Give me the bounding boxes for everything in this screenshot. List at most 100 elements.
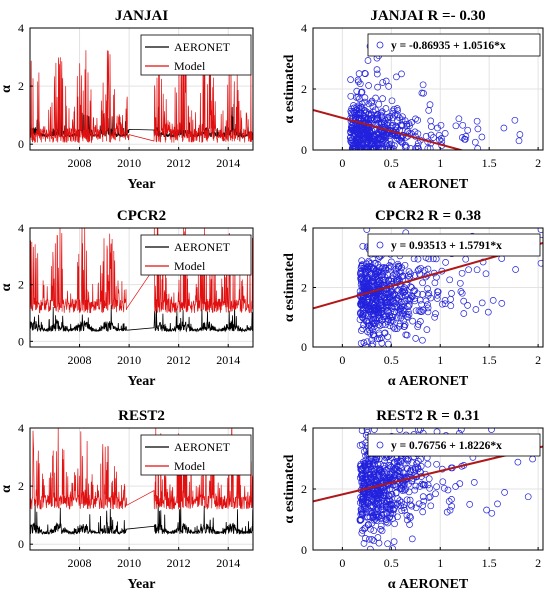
data-point xyxy=(424,292,432,299)
data-point xyxy=(407,501,414,509)
data-point xyxy=(369,274,377,281)
data-point xyxy=(457,428,465,433)
x-tick-label: 2010 xyxy=(117,353,141,367)
x-axis-label: Year xyxy=(128,177,156,192)
data-point xyxy=(397,458,405,465)
data-point xyxy=(372,94,379,102)
x-tick-label: 1 xyxy=(437,156,443,170)
data-point xyxy=(419,81,427,89)
data-point xyxy=(516,131,524,138)
series-line-model xyxy=(30,228,253,314)
data-point xyxy=(355,105,363,112)
data-point xyxy=(363,509,370,517)
data-point xyxy=(433,291,441,299)
data-point xyxy=(384,304,391,311)
data-point xyxy=(387,299,394,306)
data-point xyxy=(489,297,497,304)
data-point xyxy=(379,143,387,150)
data-point xyxy=(361,265,369,273)
data-point xyxy=(355,136,363,144)
y-axis-label: α xyxy=(0,283,14,291)
data-point xyxy=(418,89,426,97)
data-point xyxy=(381,329,388,337)
data-point xyxy=(388,258,395,266)
legend-fit-equation: y = 0.76756 + 1.8226*x xyxy=(391,440,502,452)
x-tick-label: 2014 xyxy=(216,556,240,570)
x-tick-label: 2 xyxy=(535,156,541,170)
data-point xyxy=(364,140,371,147)
x-tick-label: 2008 xyxy=(68,353,92,367)
data-point xyxy=(405,311,413,318)
x-tick-label: 2014 xyxy=(216,353,240,367)
data-point xyxy=(391,290,398,298)
data-point xyxy=(367,279,375,286)
data-point xyxy=(402,310,410,318)
data-point xyxy=(352,124,360,132)
data-point xyxy=(412,307,420,315)
data-point xyxy=(385,83,393,90)
data-point xyxy=(378,505,386,513)
data-point xyxy=(512,266,519,273)
data-point xyxy=(422,133,430,140)
chart-panel-1: 2008 2010 2012 2014 0 2 4 JANJAI Year α AERONET Mod… xyxy=(0,8,254,192)
data-point xyxy=(441,130,449,137)
data-point xyxy=(363,140,371,148)
data-point xyxy=(384,114,392,122)
data-point xyxy=(361,283,369,291)
y-tick-label: 4 xyxy=(301,221,307,235)
data-point xyxy=(378,468,386,476)
data-point xyxy=(378,308,386,315)
chart-title: CPCR2 xyxy=(117,208,166,224)
data-point xyxy=(377,109,385,117)
data-point xyxy=(378,527,386,535)
data-point xyxy=(537,228,543,233)
legend-box xyxy=(140,234,252,276)
data-point xyxy=(366,545,374,550)
data-point xyxy=(385,492,392,500)
data-point xyxy=(484,308,492,316)
data-point xyxy=(383,291,391,299)
data-point xyxy=(470,479,478,486)
y-tick-label: 0 xyxy=(18,137,24,151)
data-point xyxy=(361,70,369,77)
data-point xyxy=(351,138,359,146)
data-point xyxy=(382,500,390,508)
data-point xyxy=(381,457,389,464)
y-tick-label: 4 xyxy=(18,221,24,235)
data-point xyxy=(363,338,371,346)
data-point xyxy=(365,257,372,265)
legend-label-aeronet: AERONET xyxy=(174,440,231,454)
data-point xyxy=(442,259,449,266)
data-point xyxy=(379,95,386,102)
data-point xyxy=(384,519,392,527)
data-point xyxy=(378,121,385,128)
data-point xyxy=(369,108,377,116)
data-point xyxy=(436,136,443,144)
legend-label-aeronet: AERONET xyxy=(174,40,231,54)
data-point xyxy=(367,470,374,478)
data-point xyxy=(419,502,427,509)
legend-box xyxy=(140,34,252,76)
data-point xyxy=(365,499,372,507)
data-point xyxy=(421,481,429,489)
data-point xyxy=(404,465,412,473)
data-point xyxy=(459,121,467,129)
fit-line xyxy=(313,109,465,150)
data-point xyxy=(432,490,439,498)
x-axis-label: α AERONET xyxy=(388,177,469,192)
data-point xyxy=(360,479,368,487)
data-point xyxy=(374,261,382,269)
data-point xyxy=(358,441,366,448)
data-point xyxy=(391,520,398,528)
data-point xyxy=(408,535,416,543)
data-point xyxy=(488,428,495,433)
data-point xyxy=(364,145,372,150)
data-point xyxy=(401,297,409,305)
data-point xyxy=(524,493,532,501)
data-point xyxy=(407,270,414,278)
data-point xyxy=(383,294,391,302)
data-point xyxy=(358,88,366,96)
data-point xyxy=(367,525,374,533)
y-tick-label: 4 xyxy=(18,421,24,435)
data-point xyxy=(386,262,393,269)
